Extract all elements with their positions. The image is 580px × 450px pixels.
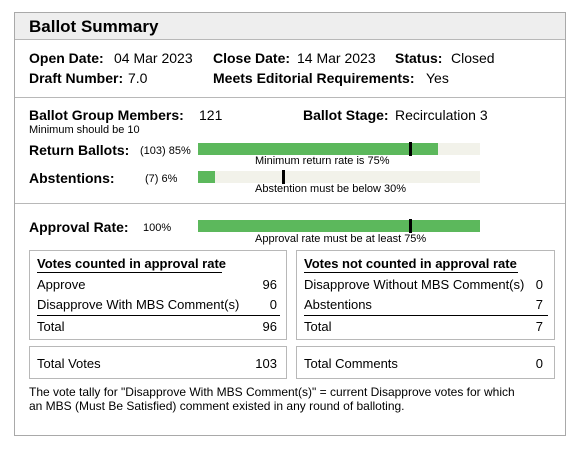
draft-number-label: Draft Number: <box>29 70 124 86</box>
not-counted-total-label: Total <box>304 319 332 334</box>
counted-row-value: 0 <box>269 297 277 312</box>
not-counted-votes-box: Votes not counted in approval rate Disap… <box>296 250 555 340</box>
separator <box>15 203 565 204</box>
abstentions-note: Abstention must be below 30% <box>255 183 407 195</box>
abstentions-bar <box>198 170 480 184</box>
draft-number-value: 7.0 <box>128 70 148 86</box>
abstentions-label: Abstentions: <box>29 170 115 186</box>
close-date-value: 14 Mar 2023 <box>297 50 376 66</box>
title-bar: Ballot Summary <box>15 13 565 40</box>
open-date-value: 04 Mar 2023 <box>114 50 193 66</box>
return-ballots-fill <box>198 143 438 155</box>
approval-rate-fill <box>198 220 480 232</box>
approval-rate-note: Approval rate must be at least 75% <box>255 233 427 245</box>
heading-underline <box>304 272 518 273</box>
not-counted-votes-heading: Votes not counted in approval rate <box>304 256 517 271</box>
total-comments-label: Total Comments <box>304 356 398 371</box>
total-comments-value: 0 <box>535 356 543 371</box>
approval-rate-label: Approval Rate: <box>29 219 129 235</box>
return-ballots-threshold-marker <box>409 142 412 156</box>
not-counted-total-value: 7 <box>535 319 543 334</box>
editorial-label: Meets Editorial Requirements: <box>213 70 415 86</box>
counted-row-label: Disapprove With MBS Comment(s) <box>37 297 240 312</box>
not-counted-row-label: Abstentions <box>304 297 372 312</box>
close-date-label: Close Date: <box>213 50 291 66</box>
counted-total-label: Total <box>37 319 65 334</box>
abstentions-threshold-marker <box>282 170 285 184</box>
not-counted-row-value: 7 <box>535 297 543 312</box>
return-ballots-bar <box>198 142 480 156</box>
heading-underline <box>37 272 222 273</box>
return-ballots-note: Minimum return rate is 75% <box>255 155 390 167</box>
total-comments-box: Total Comments 0 <box>296 346 555 379</box>
members-note: Minimum should be 10 <box>29 124 140 136</box>
abstentions-value: (7) 6% <box>145 173 178 185</box>
total-votes-box: Total Votes 103 <box>29 346 287 379</box>
members-label: Ballot Group Members: <box>29 107 184 123</box>
approval-rate-bar <box>198 219 480 233</box>
return-ballots-value: (103) 85% <box>140 145 191 157</box>
editorial-value: Yes <box>426 70 449 86</box>
ballot-stage-label: Ballot Stage: <box>303 107 389 123</box>
counted-votes-heading: Votes counted in approval rate <box>37 256 227 271</box>
members-value: 121 <box>199 107 223 123</box>
ballot-stage-value: Recirculation 3 <box>395 107 488 123</box>
separator <box>15 97 565 98</box>
counted-row-value: 96 <box>262 277 277 292</box>
panel-title: Ballot Summary <box>29 17 159 36</box>
approval-rate-value: 100% <box>143 222 172 234</box>
abstentions-fill <box>198 171 215 183</box>
total-votes-label: Total Votes <box>37 356 101 371</box>
counted-row-label: Approve <box>37 277 86 292</box>
ballot-summary-panel: Ballot Summary Open Date: 04 Mar 2023 Cl… <box>14 12 566 436</box>
total-rule <box>37 315 280 316</box>
footnote-line-1: The vote tally for "Disapprove With MBS … <box>29 385 515 399</box>
status-label: Status: <box>395 50 443 66</box>
not-counted-row-label: Disapprove Without MBS Comment(s) <box>304 277 525 292</box>
approval-rate-threshold-marker <box>409 219 412 233</box>
counted-votes-box: Votes counted in approval rate Approve 9… <box>29 250 287 340</box>
not-counted-row-value: 0 <box>535 277 543 292</box>
open-date-label: Open Date: <box>29 50 104 66</box>
total-votes-value: 103 <box>255 356 277 371</box>
status-value: Closed <box>451 50 495 66</box>
total-rule <box>304 315 548 316</box>
footnote-line-2: an MBS (Must Be Satisfied) comment exist… <box>29 399 405 413</box>
counted-total-value: 96 <box>262 319 277 334</box>
return-ballots-label: Return Ballots: <box>29 142 130 158</box>
